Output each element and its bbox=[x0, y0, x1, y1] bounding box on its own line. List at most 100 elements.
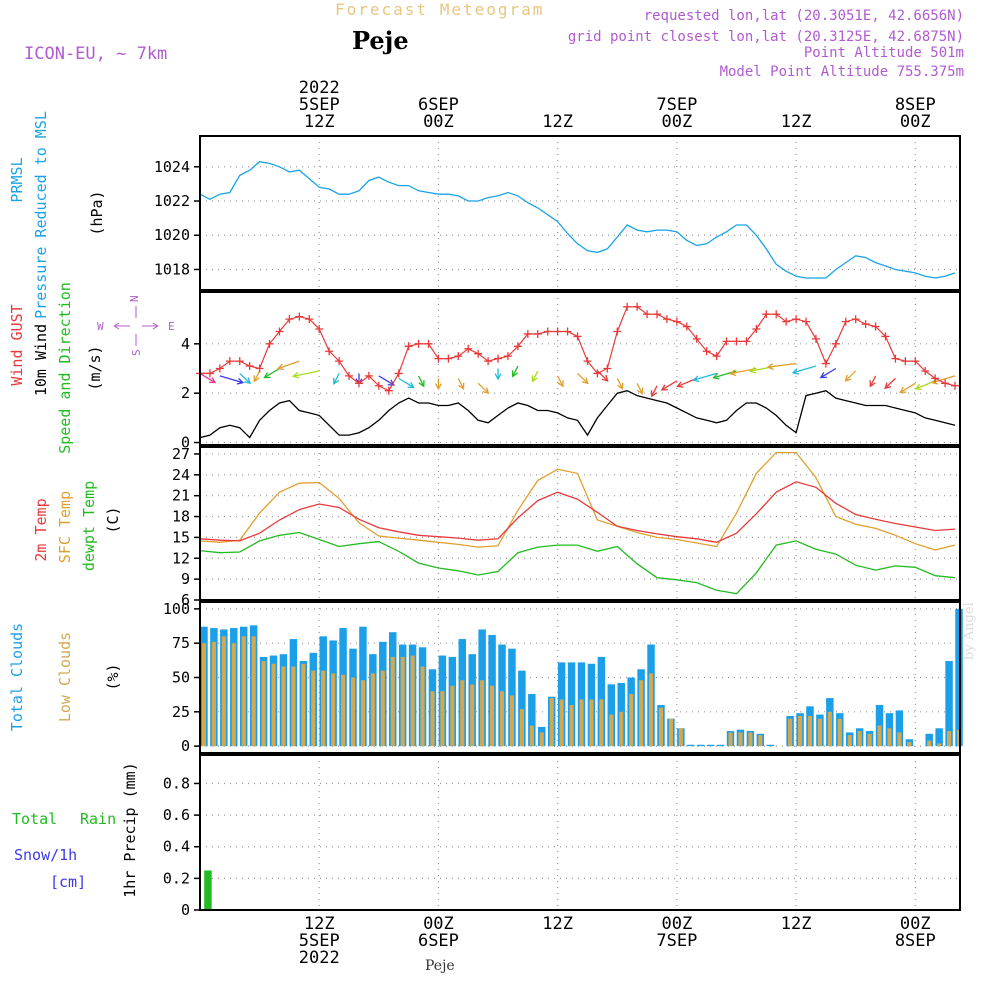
temp-ytick-label: 9 bbox=[181, 570, 190, 588]
wind-direction-arrow bbox=[277, 360, 300, 370]
wind-arrow-head bbox=[650, 390, 658, 398]
wind-gust-marker bbox=[901, 357, 910, 366]
wind-direction-arrow bbox=[457, 378, 465, 390]
top-hour-label: 00Z bbox=[423, 112, 454, 132]
clouds-total-bar bbox=[696, 744, 705, 747]
wind-arrow-head bbox=[899, 386, 907, 394]
temp-frame bbox=[199, 446, 961, 601]
requested-location: requested lon,lat (20.3051E, 42.6656N) bbox=[643, 8, 964, 24]
wind-gust-marker bbox=[662, 315, 671, 324]
wind-gust-marker bbox=[712, 352, 721, 361]
clouds-low-bar bbox=[639, 680, 644, 747]
clouds-low-bar bbox=[758, 735, 763, 747]
pressure-line bbox=[199, 161, 956, 279]
clouds-low-bar bbox=[400, 656, 405, 747]
clouds-low-bar bbox=[817, 718, 822, 747]
clouds-total-bar bbox=[518, 670, 526, 747]
clouds-low-bar bbox=[947, 731, 952, 747]
wind-gust-marker bbox=[931, 374, 940, 383]
wind-arrow-head bbox=[263, 372, 271, 379]
top-hour-label: 12Z bbox=[781, 112, 812, 132]
wind-direction-arrow bbox=[477, 382, 489, 394]
bottom-date-label: 5SEP bbox=[299, 931, 340, 951]
clouds-low-bar bbox=[877, 725, 882, 747]
temp-ytick-label: 27 bbox=[172, 445, 190, 463]
wind-arrow-head bbox=[712, 373, 720, 380]
wind-gust-marker bbox=[792, 315, 801, 324]
wind-gust-marker bbox=[633, 302, 642, 311]
clouds-low-bar bbox=[609, 714, 614, 747]
temp-label-dewpt: dewpt Temp bbox=[80, 481, 98, 571]
wind-direction-arrow bbox=[869, 375, 877, 387]
top-hour-label: 00Z bbox=[900, 112, 931, 132]
wind-gust-marker bbox=[831, 339, 840, 348]
wind-arrow-head bbox=[869, 380, 876, 388]
wind-arrow-head bbox=[407, 381, 415, 389]
clouds-low-bar bbox=[658, 707, 664, 747]
wind-arrow-head bbox=[253, 375, 260, 383]
wind-arrow-head bbox=[387, 379, 395, 386]
wind-gust-marker bbox=[325, 347, 334, 356]
clouds-total-bar bbox=[935, 728, 943, 747]
wind-direction-arrow bbox=[844, 370, 857, 382]
clouds-low-bar bbox=[291, 666, 296, 747]
clouds-low-bar bbox=[311, 670, 316, 747]
wind-arrow-head bbox=[291, 371, 300, 379]
wind-gust-marker bbox=[394, 369, 403, 378]
grid-point-location: grid point closest lon,lat (20.3125E, 42… bbox=[567, 29, 964, 45]
pressure-ytick-label: 1024 bbox=[154, 158, 190, 176]
clouds-low-bar bbox=[460, 680, 465, 747]
top-hour-label: 00Z bbox=[662, 112, 693, 132]
clouds-total-bar bbox=[766, 744, 774, 747]
clouds-low-bar bbox=[490, 685, 495, 747]
clouds-ytick-label: 100 bbox=[163, 600, 190, 618]
wind-gust-marker bbox=[245, 362, 254, 371]
temp-unit-label: (C) bbox=[104, 506, 122, 533]
clouds-low-bar bbox=[271, 663, 276, 747]
wind-gust-marker bbox=[205, 369, 214, 378]
wind-gust-marker bbox=[652, 310, 661, 319]
clouds-total-bar bbox=[706, 744, 715, 747]
wind-gust-marker bbox=[861, 320, 870, 329]
wind-gust-marker bbox=[821, 359, 830, 368]
top-date-label: 5SEP bbox=[299, 95, 340, 115]
clouds-low-bar bbox=[261, 661, 266, 747]
top-year-label: 2022 bbox=[299, 78, 340, 98]
pressure-ytick-label: 1020 bbox=[154, 226, 190, 244]
wind-gust-marker bbox=[593, 369, 602, 378]
wind-gust-marker bbox=[911, 357, 920, 366]
clouds-ytick-label: 50 bbox=[172, 669, 190, 687]
top-hour-label: 12Z bbox=[304, 112, 335, 132]
clouds-low-bar bbox=[937, 743, 942, 747]
precip-label-rain: Rain bbox=[80, 810, 116, 828]
precip-label-snow: Snow/1h bbox=[14, 846, 77, 864]
bottom-date-label: 8SEP bbox=[895, 931, 936, 951]
compass-south: S bbox=[130, 349, 143, 356]
clouds-low-bar bbox=[201, 643, 207, 747]
wind-gust-marker bbox=[414, 339, 423, 348]
clouds-label-total: Total Clouds bbox=[8, 623, 26, 731]
chart-title: Forecast Meteogram bbox=[335, 0, 545, 19]
wind-arrow-head bbox=[276, 363, 285, 371]
wind-gust-marker bbox=[424, 339, 433, 348]
clouds-low-bar bbox=[430, 691, 435, 747]
wind-arrow-head bbox=[244, 377, 251, 385]
clouds-low-bar bbox=[341, 674, 346, 747]
wind-direction-arrow bbox=[293, 370, 320, 377]
wind-gust-marker bbox=[802, 317, 811, 326]
clouds-total-bar bbox=[528, 693, 536, 747]
temp-label-2m: 2m Temp bbox=[32, 498, 50, 561]
wind-direction-arrow bbox=[219, 375, 244, 384]
wind-gust-marker bbox=[752, 325, 761, 334]
precip-ytick-label: 0.6 bbox=[163, 806, 190, 824]
wind-gust-marker bbox=[702, 347, 711, 356]
precip-frame bbox=[199, 754, 961, 911]
clouds-low-bar bbox=[599, 699, 604, 747]
clouds-total-bar bbox=[567, 662, 576, 747]
temp-ytick-label: 24 bbox=[172, 466, 190, 484]
wind-gust-marker bbox=[841, 317, 850, 326]
bottom-year-label: 2022 bbox=[299, 948, 340, 968]
clouds-low-bar bbox=[847, 735, 852, 747]
clouds-low-bar bbox=[569, 704, 574, 747]
clouds-low-bar bbox=[867, 733, 872, 747]
